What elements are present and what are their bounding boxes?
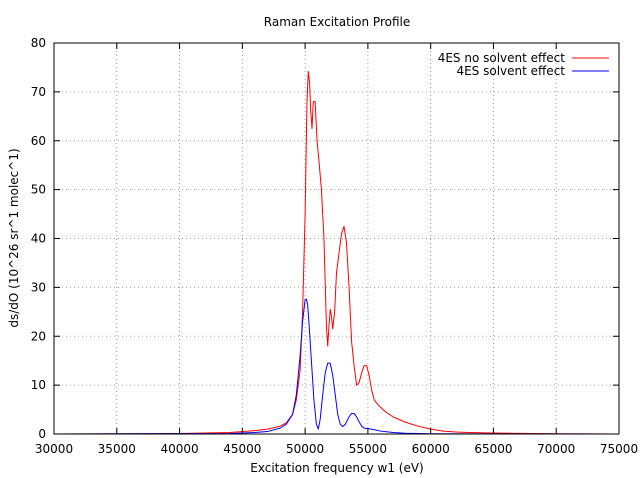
legend-label-2: 4ES solvent effect (456, 64, 565, 78)
x-tick-label: 40000 (160, 442, 198, 456)
x-axis-label: Excitation frequency w1 (eV) (250, 461, 423, 475)
y-tick-label: 30 (31, 280, 46, 294)
series-lines (53, 70, 620, 435)
x-tick-label: 60000 (412, 442, 450, 456)
y-tick-label: 80 (31, 36, 46, 50)
x-tick-label: 75000 (600, 442, 638, 456)
x-tick-label: 50000 (286, 442, 324, 456)
x-tick-label: 45000 (223, 442, 261, 456)
axis-ticks: 30000 35000 40000 45000 50000 55000 60000 65000… (31, 36, 638, 456)
legend-label-1: 4ES no solvent effect (438, 51, 566, 65)
series-line-2 (53, 298, 620, 435)
y-tick-label: 40 (31, 232, 46, 246)
y-tick-label: 70 (31, 85, 46, 99)
x-tick-label: 35000 (98, 442, 136, 456)
y-axis-label: ds/dO (10^26 sr^1 molec^1) (7, 148, 21, 327)
y-tick-label: 60 (31, 134, 46, 148)
y-tick-label: 0 (38, 427, 46, 441)
chart-title: Raman Excitation Profile (264, 15, 410, 29)
y-tick-label: 10 (31, 378, 46, 392)
x-tick-label: 70000 (537, 442, 575, 456)
x-tick-label: 65000 (474, 442, 512, 456)
x-tick-label: 55000 (349, 442, 387, 456)
y-tick-label: 20 (31, 329, 46, 343)
y-tick-label: 50 (31, 183, 46, 197)
x-tick-label: 30000 (35, 442, 73, 456)
